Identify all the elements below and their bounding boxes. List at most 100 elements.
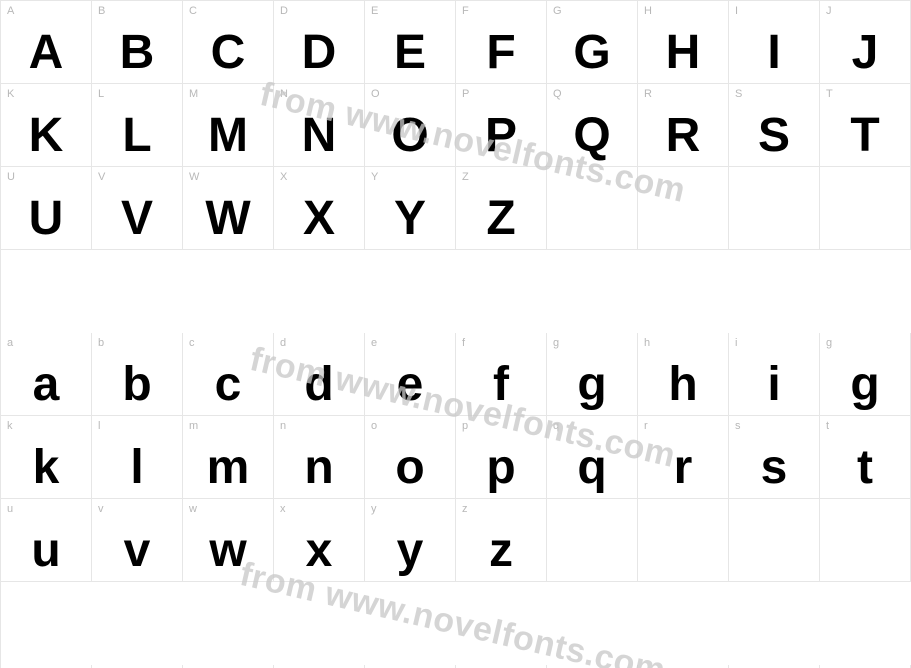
cell-hint: u [7,503,13,515]
glyph-cell: aa [1,333,92,416]
glyph-cell: yy [365,499,456,582]
cell-glyph: e [365,361,455,409]
cell-glyph: w [183,527,273,575]
glyph-cell: LL [92,84,183,167]
cell-glyph: Y [365,195,455,243]
cell-hint: A [7,5,14,17]
glyph-cell: II [729,1,820,84]
glyph-cell: tt [820,416,911,499]
cell-hint: s [735,420,741,432]
cell-glyph: P [456,112,546,160]
glyph-cell [820,167,911,250]
cell-hint: w [189,503,197,515]
cell-glyph: C [183,29,273,77]
cell-hint: I [735,5,738,17]
glyph-cell: HH [638,1,729,84]
cell-hint: x [280,503,286,515]
cell-glyph: m [183,444,273,492]
cell-glyph: h [638,361,728,409]
cell-hint: l [98,420,100,432]
cell-hint: d [280,337,286,349]
cell-glyph: X [274,195,364,243]
cell-glyph: K [1,112,91,160]
glyph-cell: mm [183,416,274,499]
cell-glyph: H [638,29,728,77]
block-spacer [1,250,911,260]
cell-hint: N [280,88,288,100]
cell-glyph: f [456,361,546,409]
cell-hint: f [462,337,465,349]
glyph-cell: WW [183,167,274,250]
cell-hint: F [462,5,469,17]
cell-glyph: I [729,29,819,77]
glyph-cell: qq [547,416,638,499]
glyph-cell [547,499,638,582]
glyph-cell [820,499,911,582]
cell-glyph: n [274,444,364,492]
cell-hint: K [7,88,14,100]
glyph-cell: dd [274,333,365,416]
cell-hint: b [98,337,104,349]
cell-hint: g [826,337,832,349]
glyph-cell [729,167,820,250]
cell-glyph: O [365,112,455,160]
cell-glyph: A [1,29,91,77]
cell-glyph: g [547,361,637,409]
glyph-cell: GG [547,1,638,84]
cell-glyph: y [365,527,455,575]
cell-hint: q [553,420,559,432]
glyph-cell: XX [274,167,365,250]
glyph-cell: JJ [820,1,911,84]
cell-hint: X [280,171,287,183]
glyph-cell: bb [92,333,183,416]
glyph-cell: EE [365,1,456,84]
cell-hint: E [371,5,378,17]
glyph-cell: CC [183,1,274,84]
font-chart: AABBCCDDEEFFGGHHIIJJKKLLMMNNOOPPQQRRSSTT… [0,0,911,668]
glyph-cell: ee [365,333,456,416]
glyph-cell: pp [456,416,547,499]
glyph-cell: ss [729,416,820,499]
cell-hint: B [98,5,105,17]
cell-glyph: o [365,444,455,492]
cell-glyph: z [456,527,546,575]
cell-glyph: Z [456,195,546,243]
cell-hint: h [644,337,650,349]
cell-glyph: B [92,29,182,77]
cell-hint: T [826,88,833,100]
cell-hint: R [644,88,652,100]
cell-glyph: q [547,444,637,492]
cell-glyph: v [92,527,182,575]
glyph-cell: hh [638,333,729,416]
glyph-cell: OO [365,84,456,167]
cell-glyph: R [638,112,728,160]
glyph-cell: xx [274,499,365,582]
cell-glyph: k [1,444,91,492]
cell-glyph: D [274,29,364,77]
cell-glyph: J [820,29,910,77]
glyph-cell: VV [92,167,183,250]
glyph-cell [729,499,820,582]
cell-hint: n [280,420,286,432]
cell-glyph: p [456,444,546,492]
glyph-cell: NN [274,84,365,167]
glyph-cell: gg [820,333,911,416]
cell-hint: o [371,420,377,432]
cell-hint: P [462,88,469,100]
cell-glyph: E [365,29,455,77]
glyph-cell: KK [1,84,92,167]
glyph-cell: gg [547,333,638,416]
glyph-cell [638,167,729,250]
glyph-cell: ff [456,333,547,416]
glyph-cell: cc [183,333,274,416]
glyph-cell: uu [1,499,92,582]
glyph-cell: ww [183,499,274,582]
cell-hint: r [644,420,648,432]
cell-hint: D [280,5,288,17]
cell-glyph: M [183,112,273,160]
glyph-cell: ii [729,333,820,416]
cell-hint: V [98,171,105,183]
cell-hint: G [553,5,562,17]
glyph-cell: kk [1,416,92,499]
cell-hint: U [7,171,15,183]
